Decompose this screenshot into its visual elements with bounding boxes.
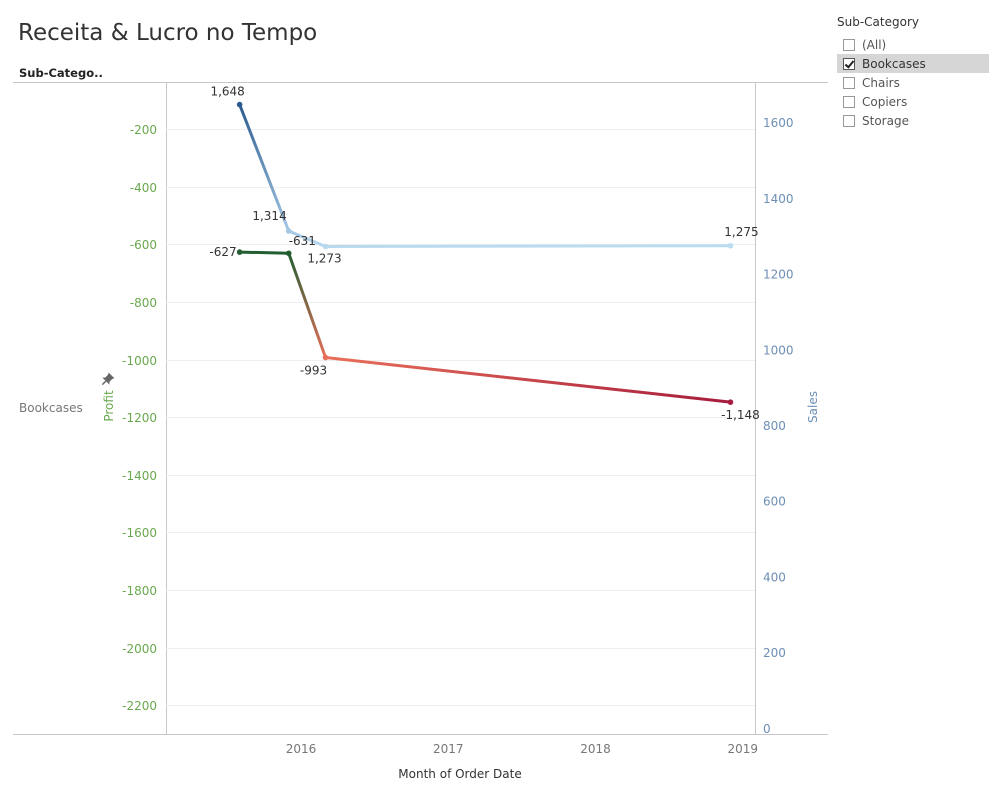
filter-item-label: Chairs	[862, 75, 900, 90]
x-tick-label: 2019	[727, 742, 758, 756]
checkbox-icon[interactable]	[843, 76, 855, 89]
right-tick-label: 1600	[763, 116, 794, 130]
filter-item-copiers[interactable]: Copiers	[837, 92, 989, 111]
series-profit-line	[238, 250, 732, 404]
right-tick-label: 1200	[763, 268, 794, 282]
line-segment	[238, 103, 291, 233]
line-segment	[324, 356, 732, 404]
filter-item-chairs[interactable]: Chairs	[837, 73, 989, 92]
data-point-profit[interactable]	[322, 354, 329, 361]
left-tick-label: -400	[130, 181, 157, 195]
right-tick-label: 600	[763, 495, 786, 509]
data-label-profit: -1,148	[721, 408, 760, 422]
right-tick-label: 1000	[763, 343, 794, 357]
left-tick-label: -600	[130, 238, 157, 252]
right-tick-label: 800	[763, 419, 786, 433]
data-point-profit[interactable]	[236, 249, 243, 255]
data-point-sales[interactable]	[285, 228, 292, 234]
left-tick-label: -1800	[122, 584, 157, 598]
data-point-profit[interactable]	[727, 399, 734, 405]
line-segment	[287, 229, 328, 249]
right-axis-title: Sales	[806, 391, 820, 423]
data-label-sales: 1,314	[252, 209, 286, 223]
data-label-sales: 1,273	[307, 252, 341, 266]
row-label-bookcases: Bookcases	[19, 401, 83, 415]
right-tick-label: 200	[763, 646, 786, 660]
filter-item-label: Bookcases	[862, 56, 926, 71]
x-tick-label: 2018	[580, 742, 611, 756]
left-tick-label: -2200	[122, 699, 157, 713]
filter-item-label: Storage	[862, 113, 909, 128]
left-tick-label: -2000	[122, 642, 157, 656]
line-segment	[238, 250, 291, 255]
data-label-profit: -631	[289, 234, 316, 248]
sub-category-filter: Sub-Category (All) Bookcases Chairs Copi…	[837, 14, 989, 130]
left-tick-label: -1000	[122, 354, 157, 368]
filter-title: Sub-Category	[837, 15, 919, 29]
pin-icon[interactable]	[99, 372, 115, 388]
right-tick-label: 0	[763, 722, 771, 736]
checkbox-checked-icon[interactable]	[843, 57, 855, 70]
filter-item-label: Copiers	[862, 94, 908, 109]
x-tick-label: 2016	[286, 742, 317, 756]
data-label-sales: 1,275	[724, 225, 758, 239]
checkbox-icon[interactable]	[843, 95, 855, 108]
line-segment	[324, 244, 732, 249]
filter-item-bookcases[interactable]: Bookcases	[837, 54, 989, 73]
right-tick-label: 1400	[763, 192, 794, 206]
data-label-profit: -993	[300, 364, 327, 378]
right-tick-label: 400	[763, 570, 786, 584]
data-point-sales[interactable]	[236, 101, 243, 108]
checkbox-icon[interactable]	[843, 38, 855, 51]
data-label-profit: -627	[209, 245, 236, 259]
data-point-sales[interactable]	[727, 242, 734, 249]
x-axis-title: Month of Order Date	[398, 767, 521, 781]
series-sales-line	[238, 103, 732, 249]
data-point-sales[interactable]	[322, 243, 329, 250]
filter-item-label: (All)	[862, 37, 887, 52]
left-tick-label: -800	[130, 296, 157, 310]
data-label-sales: 1,648	[210, 85, 244, 99]
filter-item-all[interactable]: (All)	[837, 35, 989, 54]
left-tick-label: -1400	[122, 469, 157, 483]
x-tick-label: 2017	[433, 742, 464, 756]
left-tick-label: -200	[130, 123, 157, 137]
checkbox-icon[interactable]	[843, 114, 855, 127]
left-tick-label: -1600	[122, 526, 157, 540]
line-segment	[287, 251, 328, 360]
filter-item-storage[interactable]: Storage	[837, 111, 989, 130]
row-header-sub-category[interactable]: Sub-Catego..	[19, 66, 103, 80]
chart-title: Receita & Lucro no Tempo	[18, 20, 318, 46]
left-tick-label: -1200	[122, 411, 157, 425]
data-point-profit[interactable]	[285, 250, 292, 257]
left-axis-title: Profit	[102, 390, 116, 422]
